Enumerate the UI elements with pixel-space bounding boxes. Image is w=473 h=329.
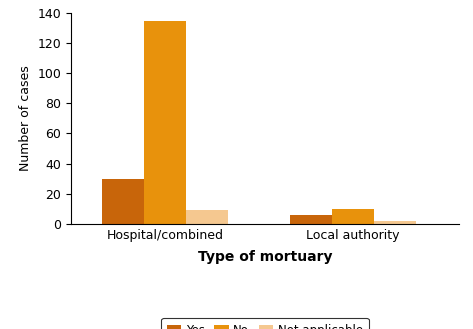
Bar (332, 209, 374, 224)
Bar (144, 21, 186, 224)
Bar (186, 210, 228, 224)
Y-axis label: Number of cases: Number of cases (19, 65, 32, 171)
X-axis label: Type of mortuary: Type of mortuary (198, 250, 332, 264)
Bar (374, 221, 417, 224)
Bar (102, 179, 144, 224)
Bar (289, 215, 332, 224)
Legend: Yes, No, Not applicable: Yes, No, Not applicable (161, 318, 368, 329)
